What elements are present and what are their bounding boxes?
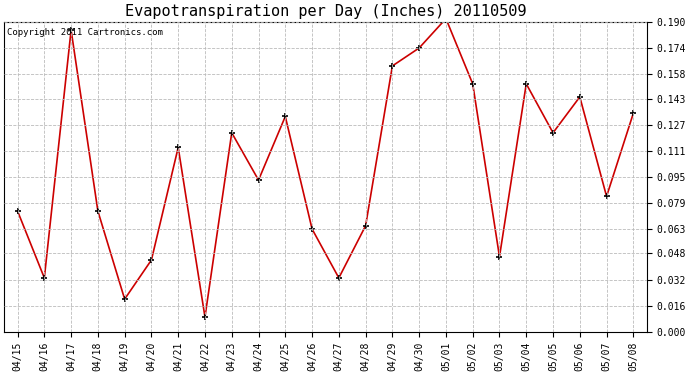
- Title: Evapotranspiration per Day (Inches) 20110509: Evapotranspiration per Day (Inches) 2011…: [125, 4, 526, 19]
- Text: Copyright 2011 Cartronics.com: Copyright 2011 Cartronics.com: [8, 28, 164, 37]
